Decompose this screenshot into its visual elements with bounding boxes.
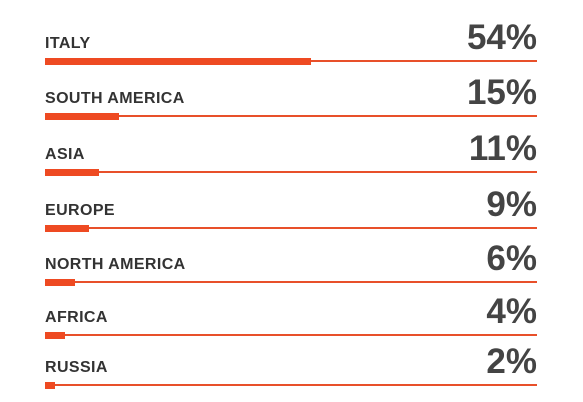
bar-track-line [45, 227, 537, 229]
bar-row: AFRICA 4% [45, 292, 537, 346]
bar-row: RUSSIA 2% [45, 342, 537, 396]
bar-track-line [45, 115, 537, 117]
value-label: 4% [486, 292, 537, 331]
bar-fill [45, 382, 55, 389]
bar-fill [45, 169, 99, 176]
category-label: AFRICA [45, 309, 108, 326]
bar-row: ITALY 54% [45, 18, 537, 72]
value-label: 9% [486, 185, 537, 224]
category-label: RUSSIA [45, 359, 108, 376]
value-label: 11% [468, 129, 537, 168]
bar-fill [45, 58, 311, 65]
bar-row: EUROPE 9% [45, 185, 537, 239]
bar-track-line [45, 171, 537, 173]
bar-fill [45, 332, 65, 339]
category-label: ASIA [45, 146, 85, 163]
value-label: 2% [486, 342, 537, 381]
bar-fill [45, 225, 89, 232]
category-label: NORTH AMERICA [45, 256, 186, 273]
bar-row: NORTH AMERICA 6% [45, 239, 537, 293]
bar-fill [45, 113, 119, 120]
value-label: 54% [466, 18, 537, 57]
bar-row: ASIA 11% [45, 129, 537, 183]
category-label: EUROPE [45, 202, 115, 219]
bar-track-line [45, 281, 537, 283]
bar-track-line [45, 334, 537, 336]
bar-row: SOUTH AMERICA 15% [45, 73, 537, 127]
bar-track-line [45, 384, 537, 386]
category-label: SOUTH AMERICA [45, 90, 185, 107]
bar-fill [45, 279, 75, 286]
value-label: 15% [466, 73, 537, 112]
value-label: 6% [486, 239, 537, 278]
category-label: ITALY [45, 35, 91, 52]
